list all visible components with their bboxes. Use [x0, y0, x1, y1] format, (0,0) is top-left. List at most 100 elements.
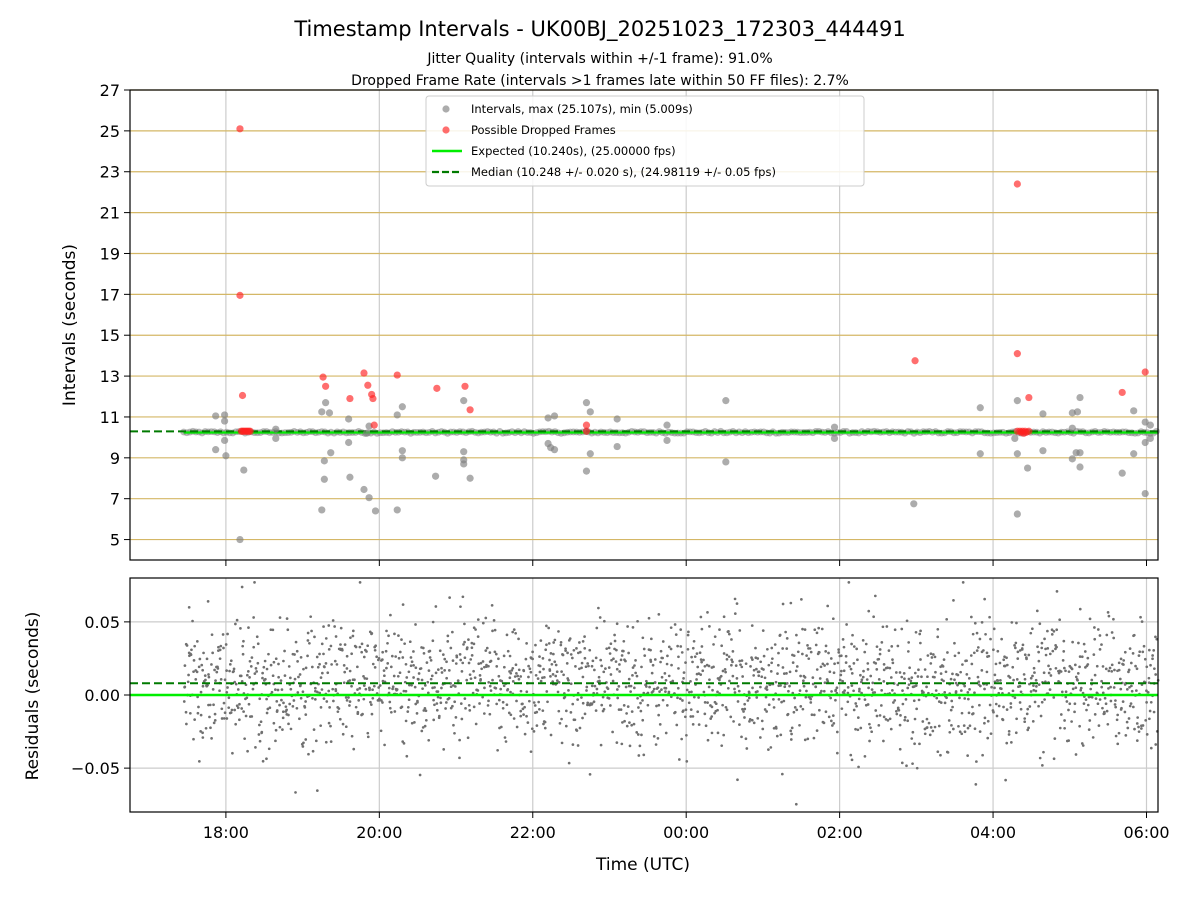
residual-point	[959, 689, 963, 692]
residual-point	[905, 619, 909, 623]
interval-point	[550, 446, 559, 454]
residual-point	[192, 670, 195, 674]
residual-point	[625, 712, 628, 715]
residual-point	[271, 628, 275, 632]
residual-point	[1037, 650, 1041, 654]
residual-point	[403, 680, 407, 684]
dropped-frame-point	[238, 391, 247, 400]
residual-point	[527, 675, 530, 679]
residual-point	[630, 710, 634, 713]
residual-point	[451, 704, 454, 708]
residual-point	[919, 641, 922, 645]
residual-point	[356, 710, 360, 714]
residual-point	[371, 696, 375, 700]
residual-point	[213, 668, 216, 672]
residual-point	[1105, 633, 1109, 637]
residual-point	[508, 654, 512, 658]
residual-point	[690, 690, 693, 694]
residual-point	[414, 666, 418, 670]
residual-point	[619, 658, 623, 662]
residual-point	[927, 721, 931, 725]
residual-point	[872, 615, 875, 619]
residual-point	[547, 626, 551, 630]
residual-point	[880, 704, 883, 707]
chart-subtitle-jitter: Jitter Quality (intervals within +/-1 fr…	[426, 51, 772, 67]
residual-point	[849, 667, 853, 671]
residual-point	[525, 714, 528, 718]
residual-point	[424, 718, 428, 722]
residual-point	[562, 673, 565, 677]
residual-point	[397, 634, 400, 637]
residual-point	[986, 736, 990, 740]
residual-point	[1037, 704, 1040, 708]
residual-point	[721, 669, 725, 673]
residual-point	[425, 661, 429, 664]
residual-point	[802, 684, 806, 688]
residual-point	[601, 695, 605, 699]
residual-point	[866, 662, 870, 665]
residual-point	[567, 689, 570, 692]
residual-point	[560, 741, 564, 745]
residual-point	[440, 666, 443, 670]
residual-point	[801, 652, 804, 656]
residual-point	[380, 699, 383, 702]
interval-point	[550, 412, 559, 420]
residual-point	[348, 679, 352, 682]
residual-point	[843, 689, 846, 692]
residual-point	[676, 686, 680, 690]
residual-point	[1064, 690, 1068, 694]
residual-point	[747, 696, 751, 700]
residual-point	[866, 667, 870, 671]
residual-point	[913, 717, 917, 721]
residual-point	[243, 737, 246, 741]
residual-point	[953, 641, 956, 645]
residual-point	[210, 633, 214, 637]
residual-point	[936, 750, 940, 754]
residual-point	[974, 783, 978, 786]
residual-point	[607, 646, 611, 650]
residual-point	[1114, 734, 1118, 738]
residual-point	[626, 625, 629, 628]
residual-point	[1005, 656, 1008, 660]
residual-point	[1122, 663, 1125, 666]
residual-point	[648, 685, 651, 689]
residual-point	[466, 736, 470, 740]
residual-point	[491, 678, 494, 682]
residual-point	[183, 664, 187, 667]
residual-point	[785, 672, 788, 675]
residual-point	[410, 721, 414, 725]
residual-point	[878, 652, 882, 656]
residual-point	[446, 634, 450, 638]
residual-point	[1007, 729, 1011, 733]
residual-point	[433, 703, 436, 707]
residual-point	[981, 753, 984, 757]
residual-point	[630, 723, 634, 727]
residual-point	[1023, 677, 1027, 681]
residual-point	[445, 701, 448, 704]
residual-point	[360, 642, 364, 646]
residual-point	[649, 648, 652, 652]
residual-point	[366, 731, 370, 735]
residual-point	[721, 703, 724, 707]
residual-point	[1062, 649, 1066, 653]
residual-point	[762, 668, 765, 671]
interval-point	[318, 408, 326, 416]
residual-point	[952, 598, 955, 602]
residual-point	[248, 659, 252, 663]
residual-point	[627, 677, 631, 681]
residual-point	[823, 681, 827, 685]
residual-point	[267, 747, 271, 751]
residual-point	[1039, 714, 1043, 718]
residual-point	[541, 709, 545, 713]
residual-point	[550, 662, 554, 666]
residual-point	[707, 664, 711, 668]
residual-point	[587, 664, 590, 668]
residual-point	[282, 701, 285, 705]
residual-point	[488, 651, 492, 655]
residual-point	[852, 708, 856, 712]
residual-point	[973, 691, 976, 695]
residual-point	[369, 703, 373, 706]
residual-point	[684, 661, 687, 665]
residual-point	[507, 711, 511, 715]
residual-point	[524, 657, 528, 661]
